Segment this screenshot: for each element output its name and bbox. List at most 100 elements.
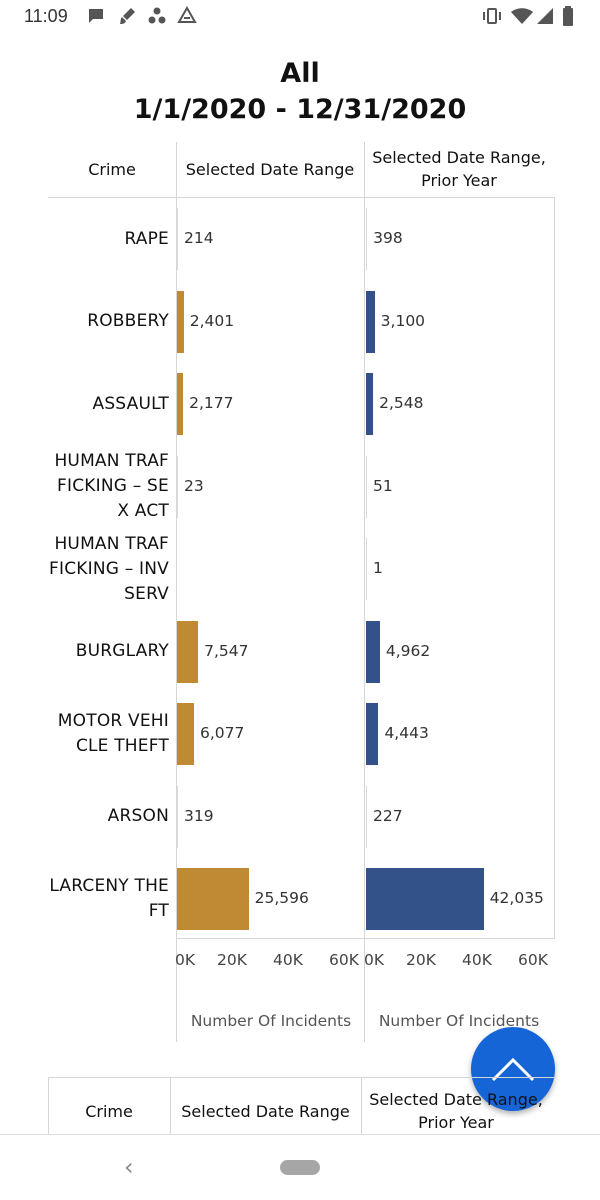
table2-border-left — [48, 1077, 49, 1134]
value-label-current: 2,177 — [189, 394, 234, 413]
bar-prior[interactable] — [366, 290, 375, 353]
x-tick-label: 20K — [217, 951, 247, 969]
value-label-prior: 2,548 — [379, 394, 424, 413]
row-label: HUMAN TRAF FICKING – SE X ACT — [54, 449, 169, 524]
value-label-prior: 4,962 — [385, 641, 431, 660]
home-pill[interactable] — [280, 1160, 320, 1175]
row-label: ARSON — [108, 804, 169, 829]
x-tick-label: 0K — [364, 951, 385, 969]
message-icon — [89, 9, 103, 23]
x-tick-label: 40K — [273, 951, 303, 969]
row-label: HUMAN TRAF FICKING – INV SERV — [49, 532, 169, 607]
x-axis-title: Number Of Incidents — [378, 1012, 540, 1030]
row-label-line: FICKING – INV — [49, 558, 169, 579]
row-label-line: SERV — [124, 583, 169, 604]
value-label-current: 7,547 — [204, 641, 249, 660]
signal-icon — [537, 8, 553, 24]
value-label-prior: 227 — [373, 806, 403, 825]
chart-title-line2: 1/1/2020 - 12/31/2020 — [133, 94, 467, 125]
bar-prior[interactable] — [366, 703, 379, 766]
x-tick-label: 60K — [518, 951, 548, 969]
row-label-line: ASSAULT — [92, 393, 169, 414]
row-label-line: CLE THEFT — [75, 736, 169, 757]
header-crime: Crime — [88, 160, 136, 179]
row-label: ASSAULT — [92, 392, 169, 417]
bar-current[interactable] — [177, 455, 178, 518]
x-axis-title: Number Of Incidents — [190, 1012, 352, 1030]
bar-prior[interactable] — [366, 868, 484, 931]
scroll-top-button[interactable] — [471, 1027, 555, 1111]
row-label: LARCENY THE FT — [49, 874, 169, 924]
row-label-line: BURGLARY — [75, 641, 169, 662]
row-label: RAPE — [124, 227, 169, 252]
row-label-line: LARCENY THE — [49, 876, 169, 897]
value-label-current: 2,401 — [189, 311, 235, 330]
table2-header-prior-line1: Selected Date Range, — [369, 1090, 543, 1109]
row-label-line: X ACT — [117, 501, 169, 522]
drive-icon — [177, 6, 197, 23]
bar-prior[interactable] — [366, 373, 374, 436]
value-label-prior: 1 — [373, 559, 383, 578]
row-label: BURGLARY — [76, 639, 169, 664]
bar-current[interactable] — [177, 208, 178, 271]
value-label-prior: 51 — [373, 476, 393, 495]
row-label-line: RAPE — [124, 228, 169, 249]
value-label-prior: 4,443 — [384, 724, 429, 743]
value-label-current: 25,596 — [254, 889, 309, 908]
bar-current[interactable] — [177, 703, 194, 766]
status-time: 11:09 — [24, 6, 68, 26]
table2-top-border — [48, 1077, 554, 1078]
back-icon[interactable]: ‹ — [124, 1153, 134, 1181]
column-divider-2 — [364, 142, 365, 1042]
x-tick-label: 0K — [175, 951, 196, 969]
battery-icon — [563, 6, 573, 26]
chart-title-line1: All — [280, 58, 320, 89]
row-label: MOTOR VEHI CLE THEFT — [58, 709, 169, 759]
bar-prior[interactable] — [366, 538, 367, 601]
bar-current[interactable] — [177, 868, 249, 931]
row-label-line: HUMAN TRAF — [54, 533, 169, 554]
system-nav-bar: ‹ — [0, 1134, 600, 1200]
row-label-line: FT — [148, 901, 169, 922]
table2-header-crime: Crime — [85, 1102, 133, 1121]
table2-divider-2 — [361, 1077, 362, 1134]
row-label-line: ARSON — [107, 806, 169, 827]
bar-current[interactable] — [177, 620, 199, 683]
table2-divider-1 — [170, 1077, 171, 1134]
bar-current[interactable] — [177, 785, 178, 848]
column-divider-3 — [554, 197, 555, 939]
x-tick-label: 60K — [329, 951, 359, 969]
row-label: ROBBERY — [87, 309, 169, 334]
chevron-up-icon — [491, 1057, 535, 1082]
x-tick-label: 20K — [406, 951, 436, 969]
value-label-prior: 3,100 — [380, 311, 426, 330]
bar-prior[interactable] — [366, 620, 380, 683]
table2-header-current: Selected Date Range — [181, 1102, 350, 1121]
row-label-line: HUMAN TRAF — [54, 451, 169, 472]
value-label-current: 319 — [184, 806, 214, 825]
wifi-icon — [511, 8, 533, 24]
row-label-line: FICKING – SE — [57, 476, 169, 497]
header-current: Selected Date Range — [185, 160, 355, 179]
app-dots-icon — [148, 7, 166, 24]
row-label-line: MOTOR VEHI — [57, 711, 169, 732]
header-divider — [48, 197, 554, 198]
bar-current[interactable] — [177, 373, 184, 436]
bar-current[interactable] — [177, 290, 184, 353]
table2-header-prior-line2: Prior Year — [418, 1113, 494, 1132]
value-label-current: 6,077 — [200, 724, 245, 743]
value-label-prior: 398 — [373, 229, 403, 248]
vibrate-icon — [483, 8, 501, 24]
row-label-line: ROBBERY — [87, 311, 169, 332]
bar-prior[interactable] — [366, 455, 367, 518]
axis-baseline — [176, 938, 554, 939]
bar-prior[interactable] — [366, 208, 368, 271]
x-tick-label: 40K — [462, 951, 492, 969]
value-label-prior: 42,035 — [489, 889, 544, 908]
value-label-current: 214 — [184, 229, 214, 248]
header-prior-line2: Prior Year — [421, 171, 497, 190]
value-label-current: 23 — [184, 476, 204, 495]
brush-icon — [120, 8, 135, 24]
bar-prior[interactable] — [366, 785, 367, 848]
column-divider-1 — [176, 142, 177, 1042]
